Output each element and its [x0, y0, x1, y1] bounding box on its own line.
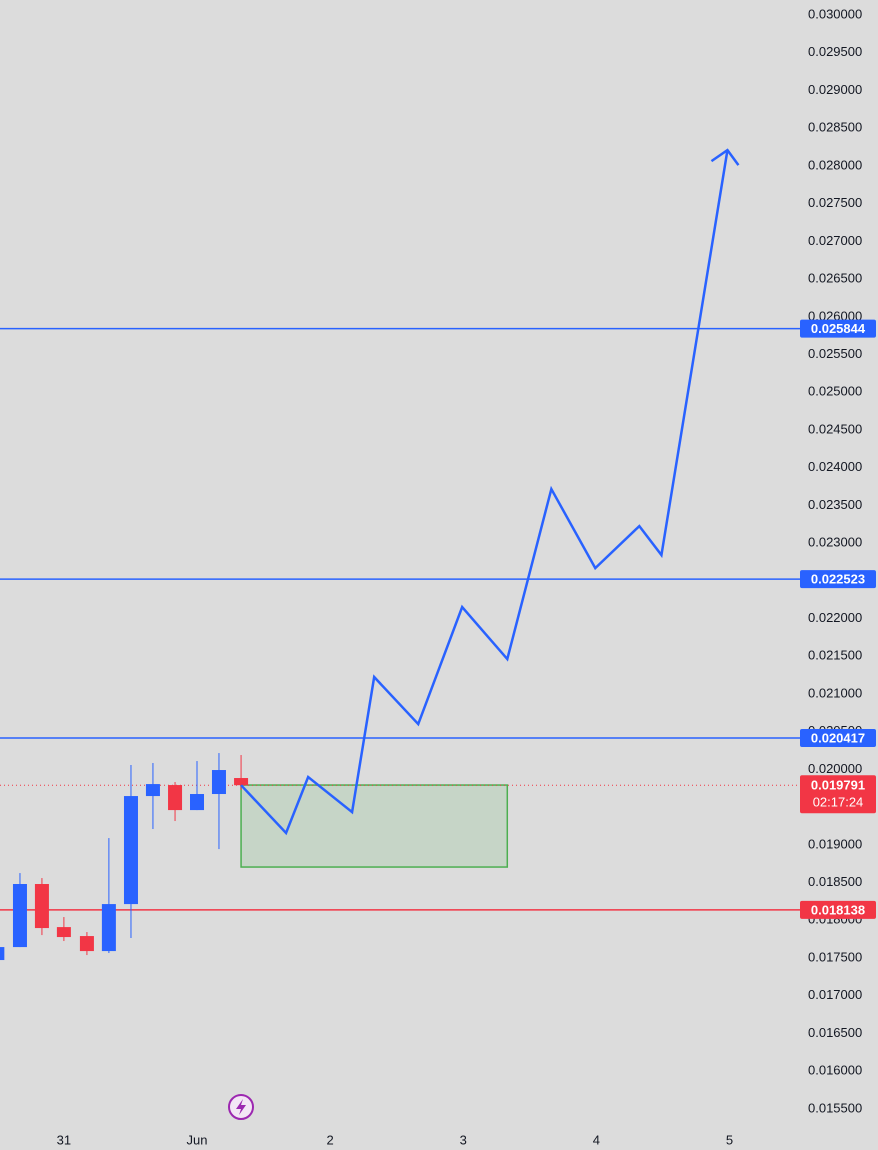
countdown-label: 02:17:24: [813, 795, 864, 810]
level-tag: [800, 570, 876, 589]
x-tick-label: 3: [460, 1132, 467, 1147]
candle-body: [79, 936, 94, 952]
candle-body: [34, 884, 49, 929]
candle-body: [123, 796, 138, 905]
level-tag-label: 0.018138: [811, 902, 865, 917]
y-tick-label: 0.028500: [808, 120, 862, 135]
y-tick-label: 0.019000: [808, 836, 862, 851]
x-tick-label: 4: [593, 1132, 600, 1147]
icon-bolt[interactable]: [236, 1099, 246, 1115]
level-tag: [800, 900, 876, 919]
candle-body: [12, 884, 27, 948]
x-tick-label: Jun: [187, 1132, 208, 1147]
y-tick-label: 0.016000: [808, 1063, 862, 1078]
y-tick-label: 0.017500: [808, 949, 862, 964]
y-tick-label: 0.024500: [808, 421, 862, 436]
y-tick-label: 0.023000: [808, 535, 862, 550]
price-tags: 0.025844 0.022523 0.020417 0.018138 0.019791…: [800, 319, 876, 919]
candle-body: [0, 947, 5, 961]
x-tick-label: 31: [57, 1132, 71, 1147]
candle-body: [101, 904, 116, 952]
last-price-label: 0.019791: [811, 778, 865, 793]
price-axis: 0.030000 0.029500 0.029000 0.028500 0.028000…: [57, 7, 863, 1148]
candle-body: [234, 778, 249, 786]
y-tick-label: 0.027500: [808, 195, 862, 210]
projection-path: [240, 149, 729, 836]
y-tick-label: 0.025500: [808, 346, 862, 361]
last-price-tag: [800, 775, 876, 814]
y-tick-label: 0.021000: [808, 685, 862, 700]
candle-body: [56, 927, 71, 938]
level-tag: [800, 319, 876, 338]
y-tick-label: 0.029500: [808, 44, 862, 59]
lightning-icon[interactable]: [228, 1094, 254, 1120]
y-tick-label: 0.029000: [808, 82, 862, 97]
y-tick-label: 0.023500: [808, 497, 862, 512]
y-tick-label: 0.025000: [808, 384, 862, 399]
candle-body: [145, 784, 160, 797]
x-tick-label: 2: [326, 1132, 333, 1147]
level-tag-label: 0.025844: [811, 321, 866, 336]
plot-area: [0, 148, 800, 961]
x-tick-label: 5: [726, 1132, 733, 1147]
y-tick-label: 0.026500: [808, 271, 862, 286]
y-tick-label: 0.028000: [808, 157, 862, 172]
y-tick-label: 0.024000: [808, 459, 862, 474]
candle-body: [211, 770, 226, 795]
y-tick-label: 0.022000: [808, 610, 862, 625]
y-tick-label: 0.015500: [808, 1100, 862, 1115]
candle-body: [190, 794, 205, 811]
y-tick-label: 0.030000: [808, 7, 862, 22]
y-tick-label: 0.018500: [808, 874, 862, 889]
y-tick-label: 0.020000: [808, 761, 862, 776]
level-tag-label: 0.022523: [811, 572, 865, 587]
y-tick-label: 0.027000: [808, 233, 862, 248]
projection-arrowhead: [710, 148, 740, 166]
y-tick-label: 0.021500: [808, 648, 862, 663]
y-tick-label: 0.016500: [808, 1025, 862, 1040]
level-tag-label: 0.020417: [811, 730, 865, 745]
y-tick-label: 0.017000: [808, 987, 862, 1002]
y-tick-label: 0.026000: [808, 308, 862, 323]
level-tag: [800, 728, 876, 747]
target-zone: [240, 784, 509, 868]
candle-body: [168, 785, 183, 811]
